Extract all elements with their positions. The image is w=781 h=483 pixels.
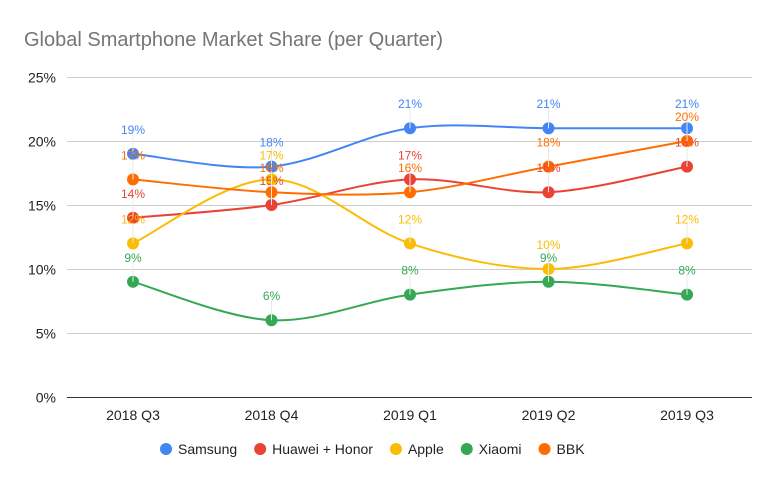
data-label-apple: 10% — [536, 238, 560, 252]
legend-marker-apple — [389, 443, 402, 455]
data-label-xiaomi: 9% — [540, 251, 558, 265]
y-axis-ticks: 0% 5% 10% 15% 20% 25% — [28, 70, 56, 406]
data-labels: 19%18%21% 21% 21%14%15%17%16%18%12%17%12%1… — [121, 97, 699, 321]
legend: Samsung Huawei + Honor Apple Xiaomi BBK — [160, 441, 585, 457]
x-axis-ticks: 2018 Q3 2018 Q4 2019 Q1 2019 Q2 2019 Q3 — [106, 407, 714, 423]
data-label-bbk: 18% — [536, 136, 560, 150]
chart-title: Global Smartphone Market Share (per Quar… — [24, 29, 443, 51]
data-label-xiaomi: 9% — [124, 251, 142, 265]
legend-label-huawei-honor: Huawei + Honor — [272, 441, 373, 457]
legend-marker-bbk — [538, 443, 551, 455]
y-tick-label: 5% — [36, 326, 56, 342]
y-tick-label: 25% — [28, 70, 56, 86]
x-tick-label: 2019 Q3 — [660, 407, 714, 423]
data-label-samsung: 19% — [121, 123, 145, 137]
data-label-xiaomi: 8% — [401, 264, 419, 278]
data-label-bbk: 16% — [398, 161, 422, 175]
legend-label-apple: Apple — [408, 441, 444, 457]
legend-item-samsung: Samsung — [160, 441, 237, 457]
data-label-huawei-honor: 18% — [675, 136, 699, 150]
legend-item-xiaomi: Xiaomi — [460, 441, 522, 457]
x-tick-label: 2019 Q1 — [383, 407, 437, 423]
y-tick-label: 20% — [28, 134, 56, 150]
data-label-apple: 12% — [121, 212, 145, 226]
data-label-bbk: 20% — [675, 110, 699, 124]
data-label-huawei-honor: 14% — [121, 187, 145, 201]
legend-item-bbk: BBK — [538, 441, 586, 457]
data-label-huawei-honor: 17% — [398, 148, 422, 162]
legend-item-huawei-honor: Huawei + Honor — [254, 441, 373, 457]
data-label-huawei-honor: 16% — [536, 161, 560, 175]
y-tick-label: 10% — [28, 262, 56, 278]
data-label-bbk: 17% — [121, 148, 145, 162]
x-tick-label: 2018 Q4 — [245, 407, 299, 423]
gridlines — [67, 77, 752, 398]
data-label-xiaomi: 6% — [263, 289, 281, 303]
data-label-bbk: 16% — [259, 161, 283, 175]
legend-marker-huawei-honor — [254, 443, 267, 455]
x-tick-label: 2018 Q3 — [106, 407, 160, 423]
legend-item-apple: Apple — [389, 441, 444, 457]
data-label-apple: 12% — [675, 212, 699, 226]
y-tick-label: 0% — [36, 390, 56, 406]
data-label-xiaomi: 8% — [678, 264, 696, 278]
x-tick-label: 2019 Q2 — [522, 407, 576, 423]
data-label-samsung: 21% — [536, 97, 560, 111]
legend-label-bbk: BBK — [557, 441, 586, 457]
legend-marker-xiaomi — [460, 443, 473, 455]
data-label-apple: 17% — [259, 148, 283, 162]
y-tick-label: 15% — [28, 198, 56, 214]
legend-label-samsung: Samsung — [178, 441, 237, 457]
data-label-apple: 12% — [398, 212, 422, 226]
legend-marker-samsung — [160, 443, 172, 455]
data-label-samsung: 21% — [398, 97, 422, 111]
legend-label-xiaomi: Xiaomi — [479, 441, 522, 457]
data-label-samsung: 18% — [259, 136, 283, 150]
data-label-samsung: 21% — [675, 97, 699, 111]
